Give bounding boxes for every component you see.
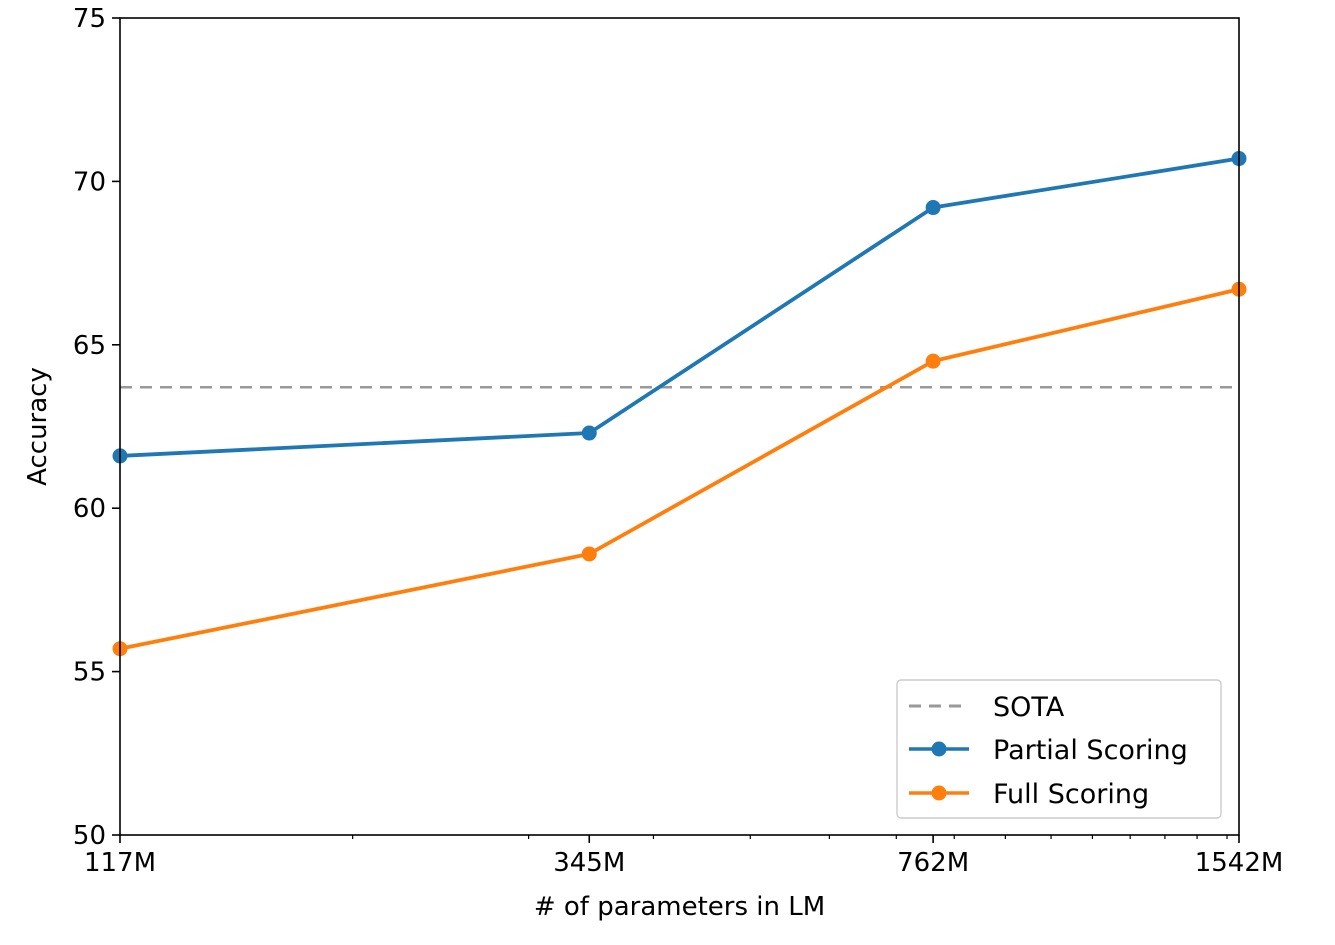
legend-full-scoring-label: Full Scoring xyxy=(993,779,1149,810)
y-tick-label: 75 xyxy=(73,4,106,34)
legend-partial-scoring-label: Partial Scoring xyxy=(993,735,1188,766)
series-line-full-scoring xyxy=(119,287,1240,651)
x-tick-label: 762M xyxy=(897,848,969,878)
y-tick-label: 55 xyxy=(73,658,106,688)
data-point-full-scoring xyxy=(925,353,941,369)
x-axis-ticks: 117M 345M 762M 1542M xyxy=(84,835,1283,878)
series-line-partial-scoring xyxy=(119,156,1240,458)
data-point-partial-scoring xyxy=(925,200,941,216)
legend-full-scoring-marker xyxy=(931,785,947,801)
plot-frame xyxy=(119,17,1240,836)
y-tick-label: 50 xyxy=(73,821,106,851)
y-tick-label: 60 xyxy=(73,494,106,524)
x-tick-label: 1542M xyxy=(1195,848,1284,878)
legend-sota-label: SOTA xyxy=(993,692,1065,723)
y-axis-ticks: 50 55 60 65 70 75 xyxy=(73,4,120,851)
data-point-partial-scoring xyxy=(581,425,597,441)
x-tick-label: 117M xyxy=(84,848,156,878)
y-tick-label: 65 xyxy=(73,331,106,361)
data-point-full-scoring xyxy=(581,546,597,562)
series-group xyxy=(112,151,1247,657)
legend-partial-scoring-marker xyxy=(931,741,947,757)
y-axis-label: Accuracy xyxy=(23,367,53,486)
y-tick-label: 70 xyxy=(73,167,106,197)
x-tick-label: 345M xyxy=(553,848,625,878)
x-axis-label: # of parameters in LM xyxy=(534,892,825,922)
legend: SOTA Partial Scoring Full Scoring xyxy=(896,679,1222,819)
legend-box xyxy=(896,679,1222,819)
